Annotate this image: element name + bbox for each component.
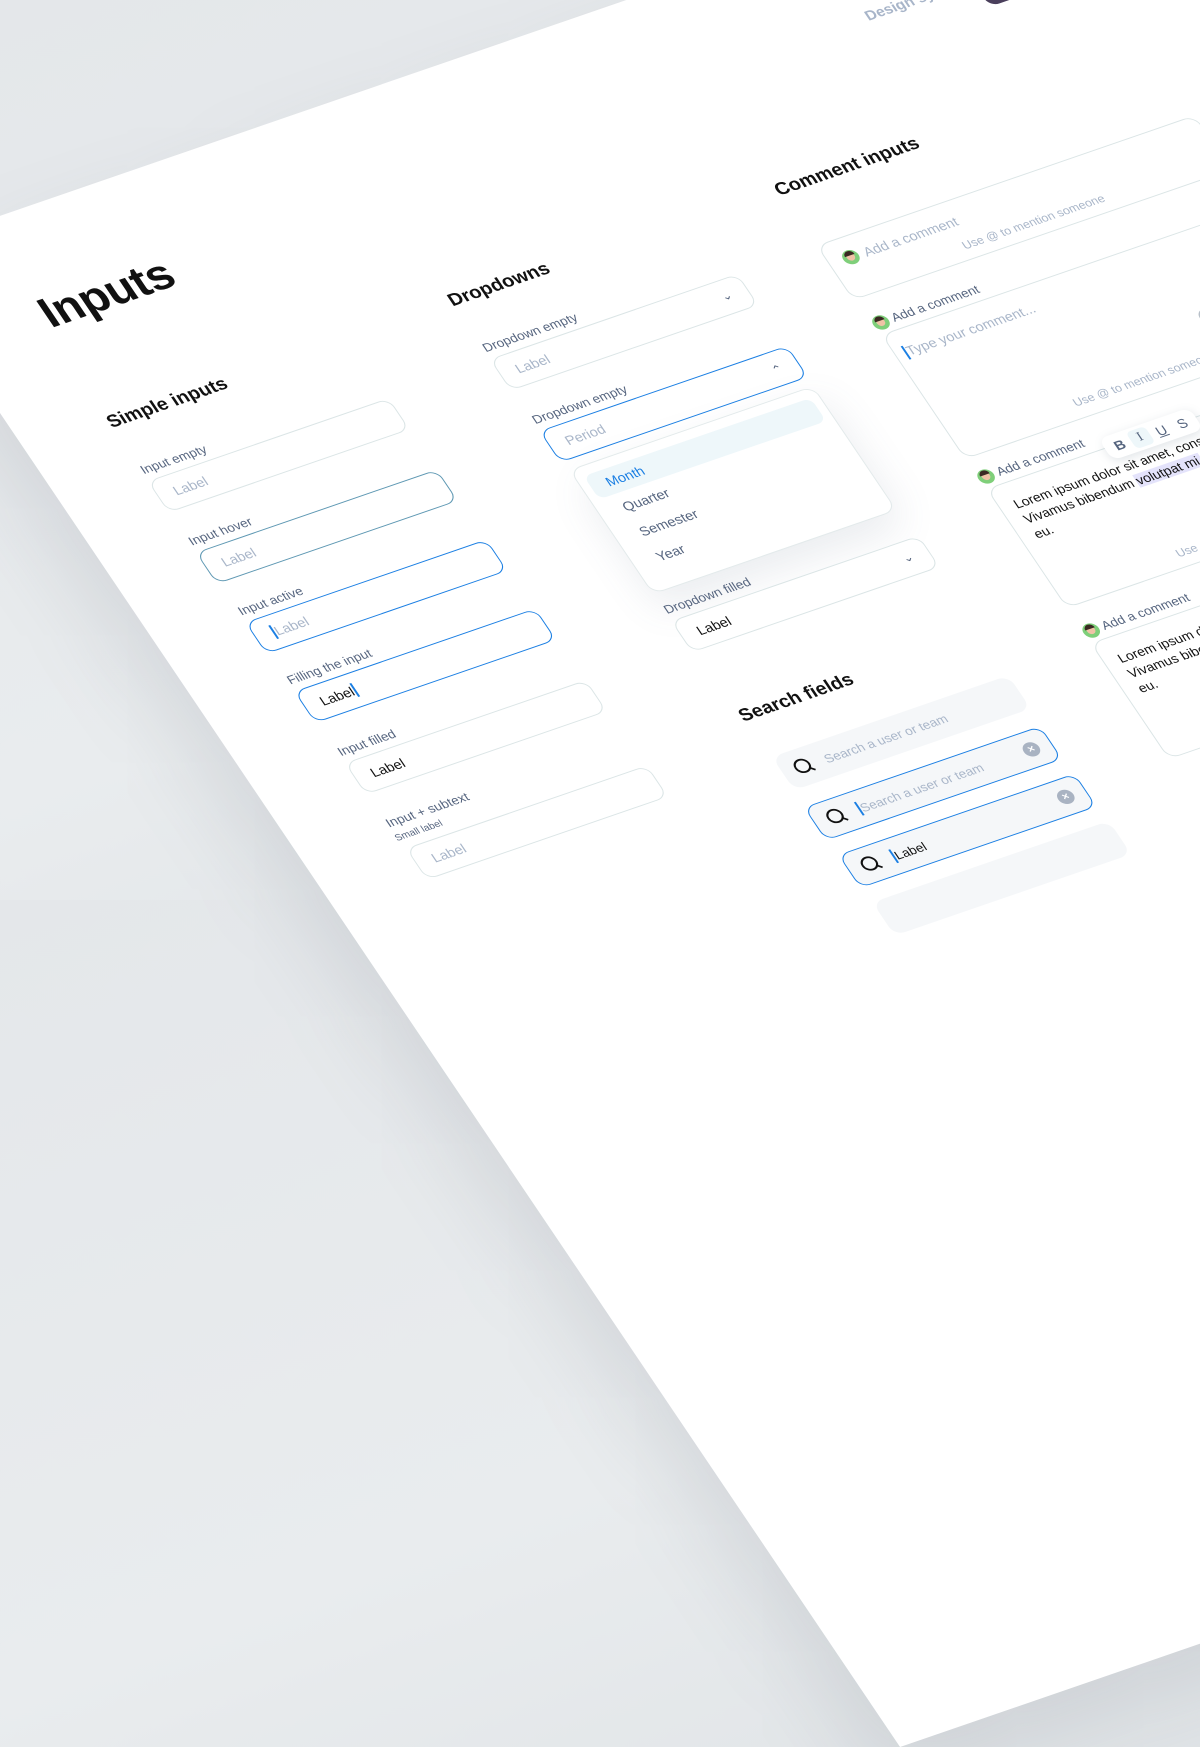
clear-icon[interactable]: × [1053,787,1078,807]
chevron-down-icon: ⌄ [717,288,736,304]
chevron-down-icon: ⌄ [899,550,917,566]
avatar [838,247,863,267]
search-icon [822,805,852,828]
dropdown-placeholder: Label [511,351,554,377]
dropdown-value: Label [693,613,735,638]
search-icon [789,755,819,778]
search-value: Label [890,839,930,862]
dropdown-placeholder: Period [561,421,609,448]
search-icon [856,852,886,875]
input-value: Label [366,755,409,780]
clear-icon[interactable]: × [1019,740,1044,759]
input-placeholder: Label [169,473,212,499]
chevron-up-icon: ⌃ [768,361,787,377]
input-placeholder: Label [270,613,312,639]
input-placeholder: Label [427,840,470,866]
emoji-icon[interactable] [1195,306,1200,325]
input-placeholder: Label [217,544,260,570]
